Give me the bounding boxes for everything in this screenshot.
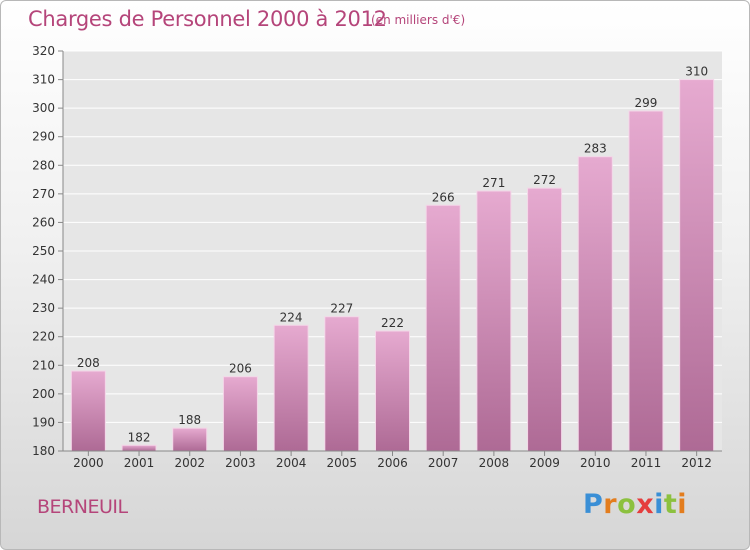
data-label: 310 — [685, 65, 708, 79]
data-label: 272 — [533, 173, 556, 187]
logo-letter: r — [603, 489, 618, 520]
y-tick-label: 210 — [32, 358, 55, 372]
data-label: 222 — [381, 316, 404, 330]
bar — [527, 187, 563, 452]
data-label: 271 — [482, 176, 505, 190]
y-tick-label: 270 — [32, 187, 55, 201]
bar — [679, 79, 715, 452]
logo-letter: x — [636, 489, 655, 520]
y-tick-label: 220 — [32, 330, 55, 344]
x-tick-label: 2004 — [276, 456, 307, 470]
y-tick-label: 180 — [32, 444, 55, 458]
bar — [70, 370, 106, 452]
data-label: 299 — [635, 96, 658, 110]
bar — [375, 330, 410, 452]
bar — [425, 204, 461, 452]
logo-letter: P — [583, 489, 604, 520]
x-tick-label: 2005 — [327, 456, 358, 470]
x-tick-label: 2000 — [73, 456, 104, 470]
y-tick-label: 250 — [32, 244, 55, 258]
x-tick-label: 2010 — [580, 456, 611, 470]
chart-unit-note: (en milliers d'€) — [371, 13, 466, 27]
bars-group — [70, 79, 715, 452]
x-tick-label: 2006 — [377, 456, 408, 470]
x-tick-label: 2008 — [479, 456, 510, 470]
bar — [273, 324, 309, 452]
bar — [628, 110, 664, 452]
proxiti-logo: Proxiti — [583, 489, 687, 520]
commune-name: BERNEUIL — [37, 496, 128, 518]
x-axis: 2000 2001 2002 2003 2004 2005 2006 2007 2008 2009… — [63, 450, 722, 470]
chart-title: Charges de Personnel 2000 à 2012 — [28, 7, 387, 31]
x-tick-label: 2012 — [681, 456, 712, 470]
y-tick-label: 280 — [32, 158, 55, 172]
x-tick-label: 2003 — [225, 456, 256, 470]
logo-letter: o — [617, 489, 637, 520]
y-tick-label: 190 — [32, 415, 55, 429]
data-label: 227 — [330, 302, 353, 316]
x-tick-label: 2009 — [529, 456, 560, 470]
y-tick-label: 260 — [32, 215, 55, 229]
data-label: 208 — [77, 356, 100, 370]
data-label: 224 — [280, 310, 303, 324]
bar — [121, 444, 157, 452]
logo-letter: i — [654, 489, 664, 520]
y-tick-label: 310 — [32, 73, 55, 87]
data-label: 283 — [584, 142, 607, 156]
data-label: 206 — [229, 362, 252, 376]
bar — [324, 316, 360, 452]
data-label: 182 — [128, 430, 151, 444]
logo-letter: i — [677, 489, 688, 520]
bar — [577, 156, 613, 452]
bar — [172, 427, 208, 452]
bar — [222, 376, 258, 452]
bar — [476, 190, 512, 452]
y-tick-label: 200 — [32, 387, 55, 401]
data-labels-group: 208 182 188 206 224 227 222 266 271 272 283 299 310 — [77, 65, 708, 445]
y-tick-label: 240 — [32, 273, 55, 287]
x-tick-label: 2007 — [428, 456, 459, 470]
data-label: 188 — [178, 413, 201, 427]
x-tick-label: 2011 — [631, 456, 662, 470]
y-tick-label: 230 — [32, 301, 55, 315]
x-tick-label: 2001 — [124, 456, 155, 470]
y-tick-label: 300 — [32, 101, 55, 115]
y-axis: 180 190 200 210 220 230 240 250 260 270 280 290 300 3… — [32, 44, 64, 458]
logo-letter: t — [663, 489, 678, 520]
data-label: 266 — [432, 190, 455, 204]
y-tick-label: 320 — [32, 44, 55, 58]
x-tick-label: 2002 — [174, 456, 205, 470]
y-tick-label: 290 — [32, 130, 55, 144]
